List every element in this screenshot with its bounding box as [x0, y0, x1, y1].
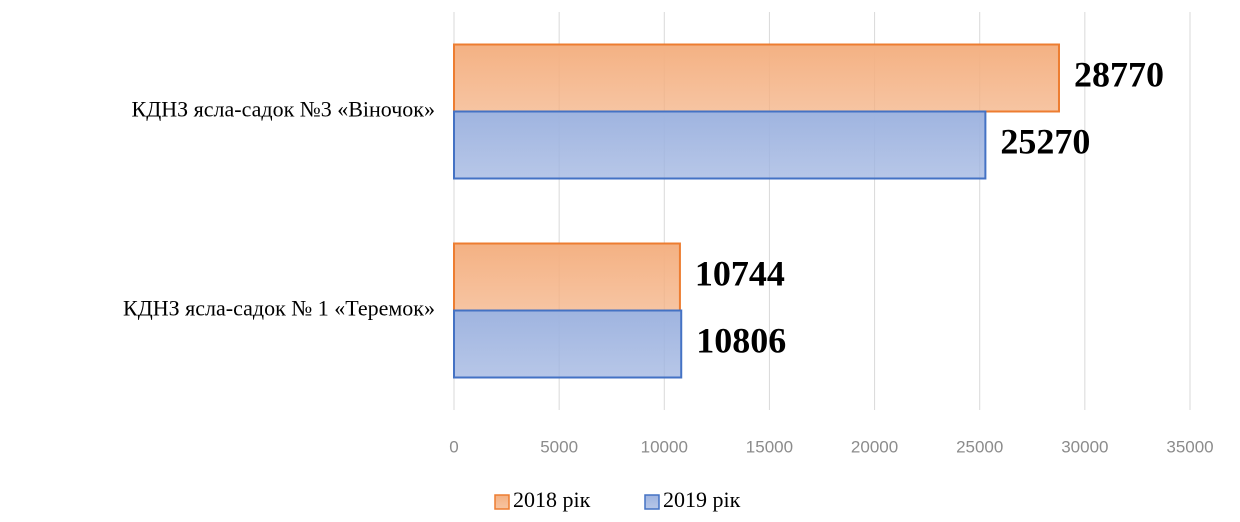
data-label: 10744 — [695, 253, 785, 293]
bar — [453, 242, 681, 312]
x-tick-label: 15000 — [746, 437, 793, 456]
data-label: 28770 — [1074, 54, 1164, 94]
x-tick-label: 25000 — [956, 437, 1003, 456]
x-tick-label: 30000 — [1061, 437, 1108, 456]
legend-label: 2018 рік — [513, 487, 591, 512]
legend-swatch — [644, 494, 660, 510]
bar — [453, 43, 1060, 113]
legend-label: 2019 рік — [663, 487, 741, 512]
x-tick-label: 10000 — [641, 437, 688, 456]
category-label: КДНЗ ясла-садок №3 «Віночок» — [132, 97, 435, 122]
bar — [453, 110, 987, 180]
data-label: 10806 — [696, 320, 786, 360]
x-tick-label: 5000 — [540, 437, 578, 456]
x-tick-label: 20000 — [851, 437, 898, 456]
x-tick-label: 35000 — [1166, 437, 1213, 456]
category-label: КДНЗ ясла-садок № 1 «Теремок» — [123, 296, 435, 321]
legend-swatch — [494, 494, 510, 510]
x-tick-label: 0 — [449, 437, 458, 456]
data-label: 25270 — [1000, 121, 1090, 161]
bar — [453, 309, 683, 379]
